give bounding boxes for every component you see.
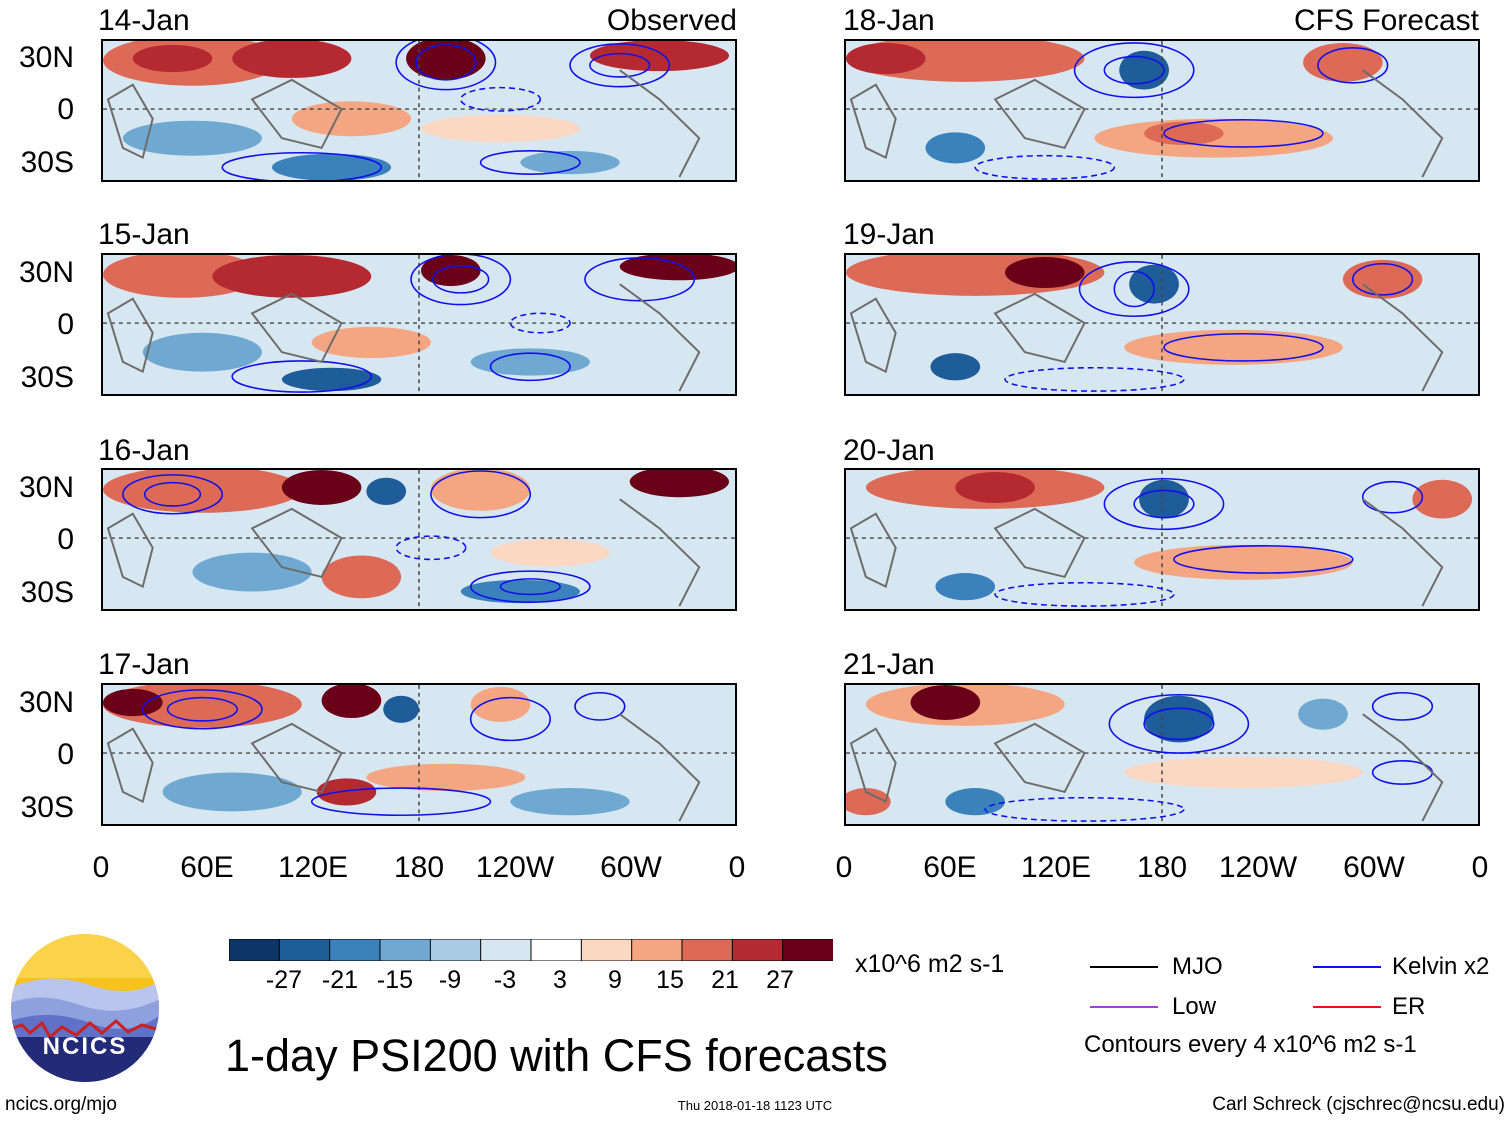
lat-label: 30S bbox=[20, 791, 74, 824]
lat-label: 0 bbox=[57, 308, 74, 341]
colorbar-tick: 15 bbox=[656, 966, 684, 994]
colorbar-tick: -27 bbox=[265, 966, 303, 994]
map-panel-16-jan bbox=[101, 468, 737, 611]
panel-date-label: 19-Jan bbox=[843, 218, 935, 251]
colorbar-tick: 21 bbox=[711, 966, 739, 994]
lon-label: 60W bbox=[1343, 851, 1405, 884]
footer-timestamp: Thu 2018-01-18 1123 UTC bbox=[677, 1098, 833, 1113]
er-legend-label: ER bbox=[1392, 993, 1426, 1020]
colorbar-swatch bbox=[580, 938, 633, 962]
colorbar-swatch bbox=[480, 938, 532, 962]
map-panel-15-jan bbox=[101, 253, 737, 396]
lon-label: 0 bbox=[1471, 851, 1489, 884]
colorbar-units: x10^6 m2 s-1 bbox=[855, 950, 1005, 978]
observed-label: Observed bbox=[606, 4, 737, 37]
colorbar-tick: -9 bbox=[438, 966, 462, 994]
map-field bbox=[103, 685, 735, 824]
lon-label: 60W bbox=[600, 851, 662, 884]
contour-interval-note: Contours every 4 x10^6 m2 s-1 bbox=[1084, 1031, 1417, 1058]
mjo-legend-line bbox=[1090, 966, 1158, 968]
lon-label: 60E bbox=[180, 851, 234, 884]
colorbar-swatch bbox=[530, 938, 583, 962]
colorbar-swatch bbox=[731, 938, 784, 962]
colorbar-tick: 9 bbox=[608, 966, 622, 994]
map-panel-17-jan bbox=[101, 683, 737, 826]
lon-label: 0 bbox=[92, 851, 110, 884]
panel-date-label: 17-Jan bbox=[98, 648, 190, 681]
map-panel-21-jan bbox=[844, 683, 1480, 826]
lat-label: 30N bbox=[18, 41, 74, 74]
map-panel-19-jan bbox=[844, 253, 1480, 396]
colorbar-swatch bbox=[228, 938, 281, 962]
er-legend-line bbox=[1313, 1006, 1381, 1008]
lat-label: 30S bbox=[20, 361, 74, 394]
lat-label: 30S bbox=[20, 576, 74, 609]
logo-text: NCICS bbox=[42, 1033, 128, 1060]
colorbar-tick: -3 bbox=[493, 966, 517, 994]
colorbar-swatches bbox=[228, 938, 834, 962]
lon-label: 0 bbox=[835, 851, 853, 884]
footer-credit: Carl Schreck (cjschrec@ncsu.edu) bbox=[1212, 1094, 1505, 1115]
colorbar-swatch bbox=[782, 938, 834, 962]
low-legend-line bbox=[1090, 1006, 1158, 1008]
map-field bbox=[846, 41, 1478, 180]
colorbar-swatch bbox=[631, 938, 684, 962]
colorbar-swatch bbox=[681, 938, 734, 962]
panel-date-label: 21-Jan bbox=[843, 648, 935, 681]
ncics-logo: NCICS bbox=[10, 933, 160, 1083]
lon-label: 60E bbox=[923, 851, 977, 884]
lat-label: 30S bbox=[20, 146, 74, 179]
lat-label: 30N bbox=[18, 686, 74, 719]
panel-date-label: 14-Jan bbox=[98, 4, 190, 37]
map-field bbox=[846, 255, 1478, 394]
panel-date-label: 16-Jan bbox=[98, 434, 190, 467]
colorbar-tick: -21 bbox=[321, 966, 359, 994]
map-field bbox=[846, 470, 1478, 609]
mjo-legend-label: MJO bbox=[1172, 953, 1223, 980]
colorbar-swatch bbox=[278, 938, 331, 962]
colorbar-tick: 3 bbox=[553, 966, 567, 994]
lon-label: 120W bbox=[1218, 851, 1298, 884]
lon-label: 120E bbox=[277, 851, 349, 884]
colorbar-tick: -15 bbox=[376, 966, 414, 994]
lon-label: 180 bbox=[1136, 851, 1188, 884]
low-legend-label: Low bbox=[1172, 993, 1217, 1020]
lat-label: 30N bbox=[18, 471, 74, 504]
map-panel-20-jan bbox=[844, 468, 1480, 611]
kelvin-legend-label: Kelvin x2 bbox=[1392, 953, 1490, 980]
lon-label: 0 bbox=[728, 851, 746, 884]
lat-label: 0 bbox=[57, 93, 74, 126]
colorbar-swatch bbox=[379, 938, 432, 962]
map-panel-14-jan bbox=[101, 39, 737, 182]
footer-url: ncics.org/mjo bbox=[5, 1094, 117, 1115]
panel-date-label: 18-Jan bbox=[843, 4, 935, 37]
colorbar-swatch bbox=[429, 938, 482, 962]
lon-label: 180 bbox=[393, 851, 445, 884]
map-panel-18-jan bbox=[844, 39, 1480, 182]
map-field bbox=[103, 41, 735, 180]
main-title: 1-day PSI200 with CFS forecasts bbox=[225, 1030, 888, 1081]
map-field bbox=[846, 685, 1478, 824]
colorbar-swatch bbox=[329, 938, 381, 962]
cfs-forecast-label: CFS Forecast bbox=[1293, 4, 1479, 37]
kelvin-legend-line bbox=[1313, 966, 1381, 968]
map-field bbox=[103, 255, 735, 394]
colorbar-tick: 27 bbox=[766, 966, 794, 994]
lat-label: 0 bbox=[57, 738, 74, 771]
panel-date-label: 15-Jan bbox=[98, 218, 190, 251]
lat-label: 0 bbox=[57, 523, 74, 556]
map-field bbox=[103, 470, 735, 609]
lon-label: 120W bbox=[475, 851, 555, 884]
colorbar bbox=[228, 938, 834, 962]
lon-label: 120E bbox=[1020, 851, 1092, 884]
lat-label: 30N bbox=[18, 256, 74, 289]
panel-date-label: 20-Jan bbox=[843, 434, 935, 467]
